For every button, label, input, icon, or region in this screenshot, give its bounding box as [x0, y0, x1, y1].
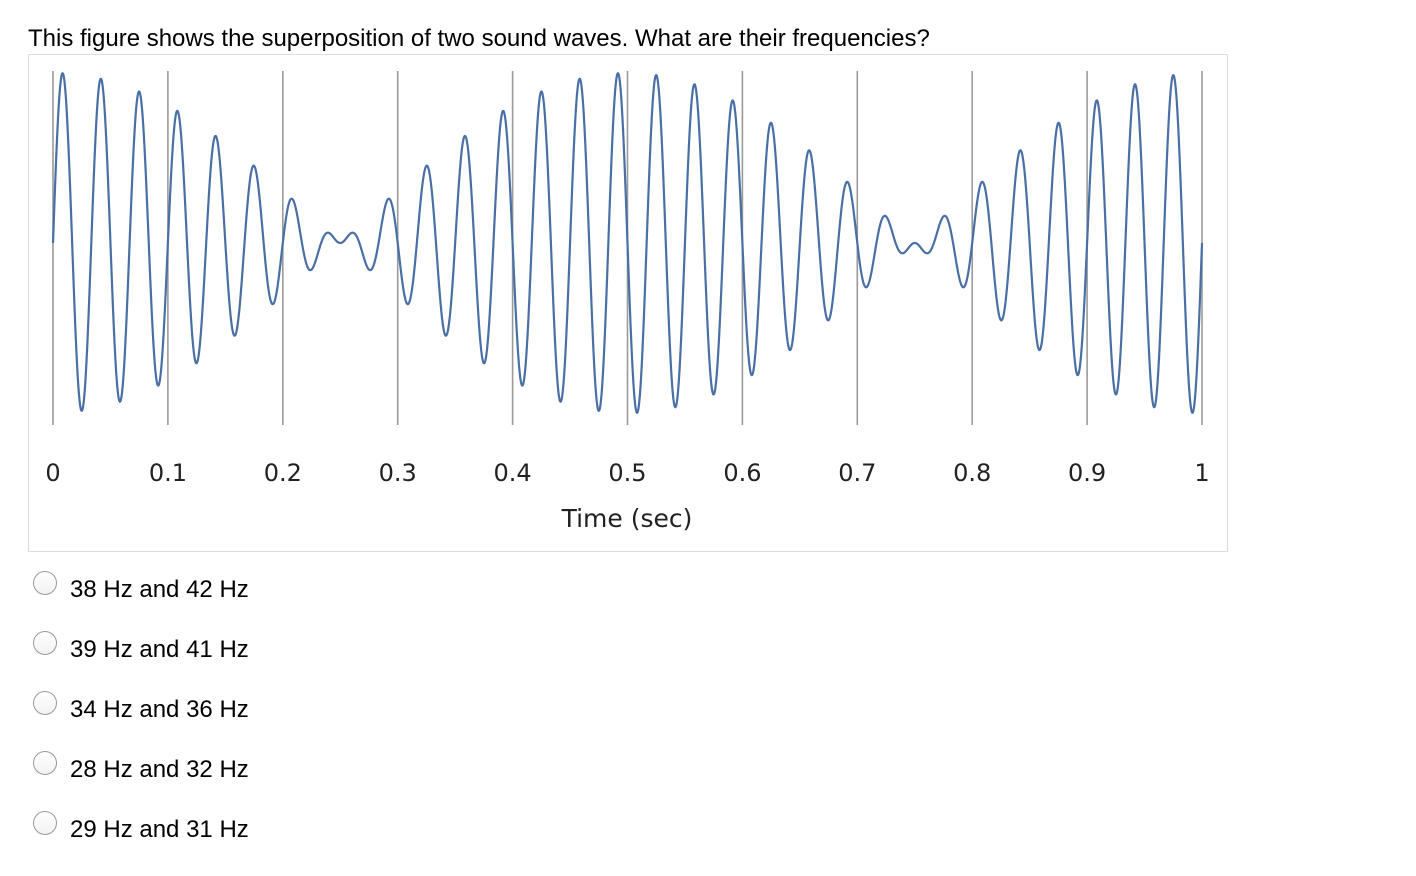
radio-button[interactable]: [33, 691, 57, 715]
radio-button[interactable]: [33, 571, 57, 595]
x-tick-label: 0.3: [379, 459, 417, 487]
x-tick-label: 0.1: [149, 459, 187, 487]
x-axis-ticks: 0 0.1 0.2 0.3 0.4 0.5 0.6 0.7 0.8 0.9 1: [45, 459, 1209, 487]
option-label[interactable]: 34 Hz and 36 Hz: [70, 696, 249, 723]
answer-option[interactable]: 29 Hz and 31 Hz: [33, 808, 433, 868]
answer-options: 38 Hz and 42 Hz 39 Hz and 41 Hz 34 Hz an…: [33, 568, 433, 868]
x-tick-label: 0.5: [608, 459, 646, 487]
radio-button[interactable]: [33, 811, 57, 835]
radio-button[interactable]: [33, 751, 57, 775]
x-axis-title: Time (sec): [561, 504, 693, 533]
option-label[interactable]: 38 Hz and 42 Hz: [70, 576, 249, 603]
question-text: This figure shows the superposition of t…: [28, 25, 930, 52]
x-tick-label: 0.2: [264, 459, 302, 487]
x-tick-label: 0: [45, 459, 60, 487]
x-tick-label: 0.8: [953, 459, 991, 487]
answer-option[interactable]: 38 Hz and 42 Hz: [33, 568, 433, 628]
radio-button[interactable]: [33, 631, 57, 655]
option-label[interactable]: 29 Hz and 31 Hz: [70, 816, 249, 843]
x-tick-label: 0.4: [494, 459, 532, 487]
x-tick-label: 1: [1194, 459, 1209, 487]
answer-option[interactable]: 34 Hz and 36 Hz: [33, 688, 433, 748]
answer-option[interactable]: 28 Hz and 32 Hz: [33, 748, 433, 808]
superposition-wave-line: [51, 72, 1204, 414]
wave-chart-svg: 0 0.1 0.2 0.3 0.4 0.5 0.6 0.7 0.8 0.9 1 Time (sec): [45, 71, 1210, 533]
answer-option[interactable]: 39 Hz and 41 Hz: [33, 628, 433, 688]
x-tick-label: 0.9: [1068, 459, 1106, 487]
option-label[interactable]: 28 Hz and 32 Hz: [70, 756, 249, 783]
option-label[interactable]: 39 Hz and 41 Hz: [70, 636, 249, 663]
x-tick-label: 0.7: [838, 459, 876, 487]
x-tick-label: 0.6: [723, 459, 761, 487]
wave-chart: 0 0.1 0.2 0.3 0.4 0.5 0.6 0.7 0.8 0.9 1 Time (sec): [28, 54, 1228, 552]
